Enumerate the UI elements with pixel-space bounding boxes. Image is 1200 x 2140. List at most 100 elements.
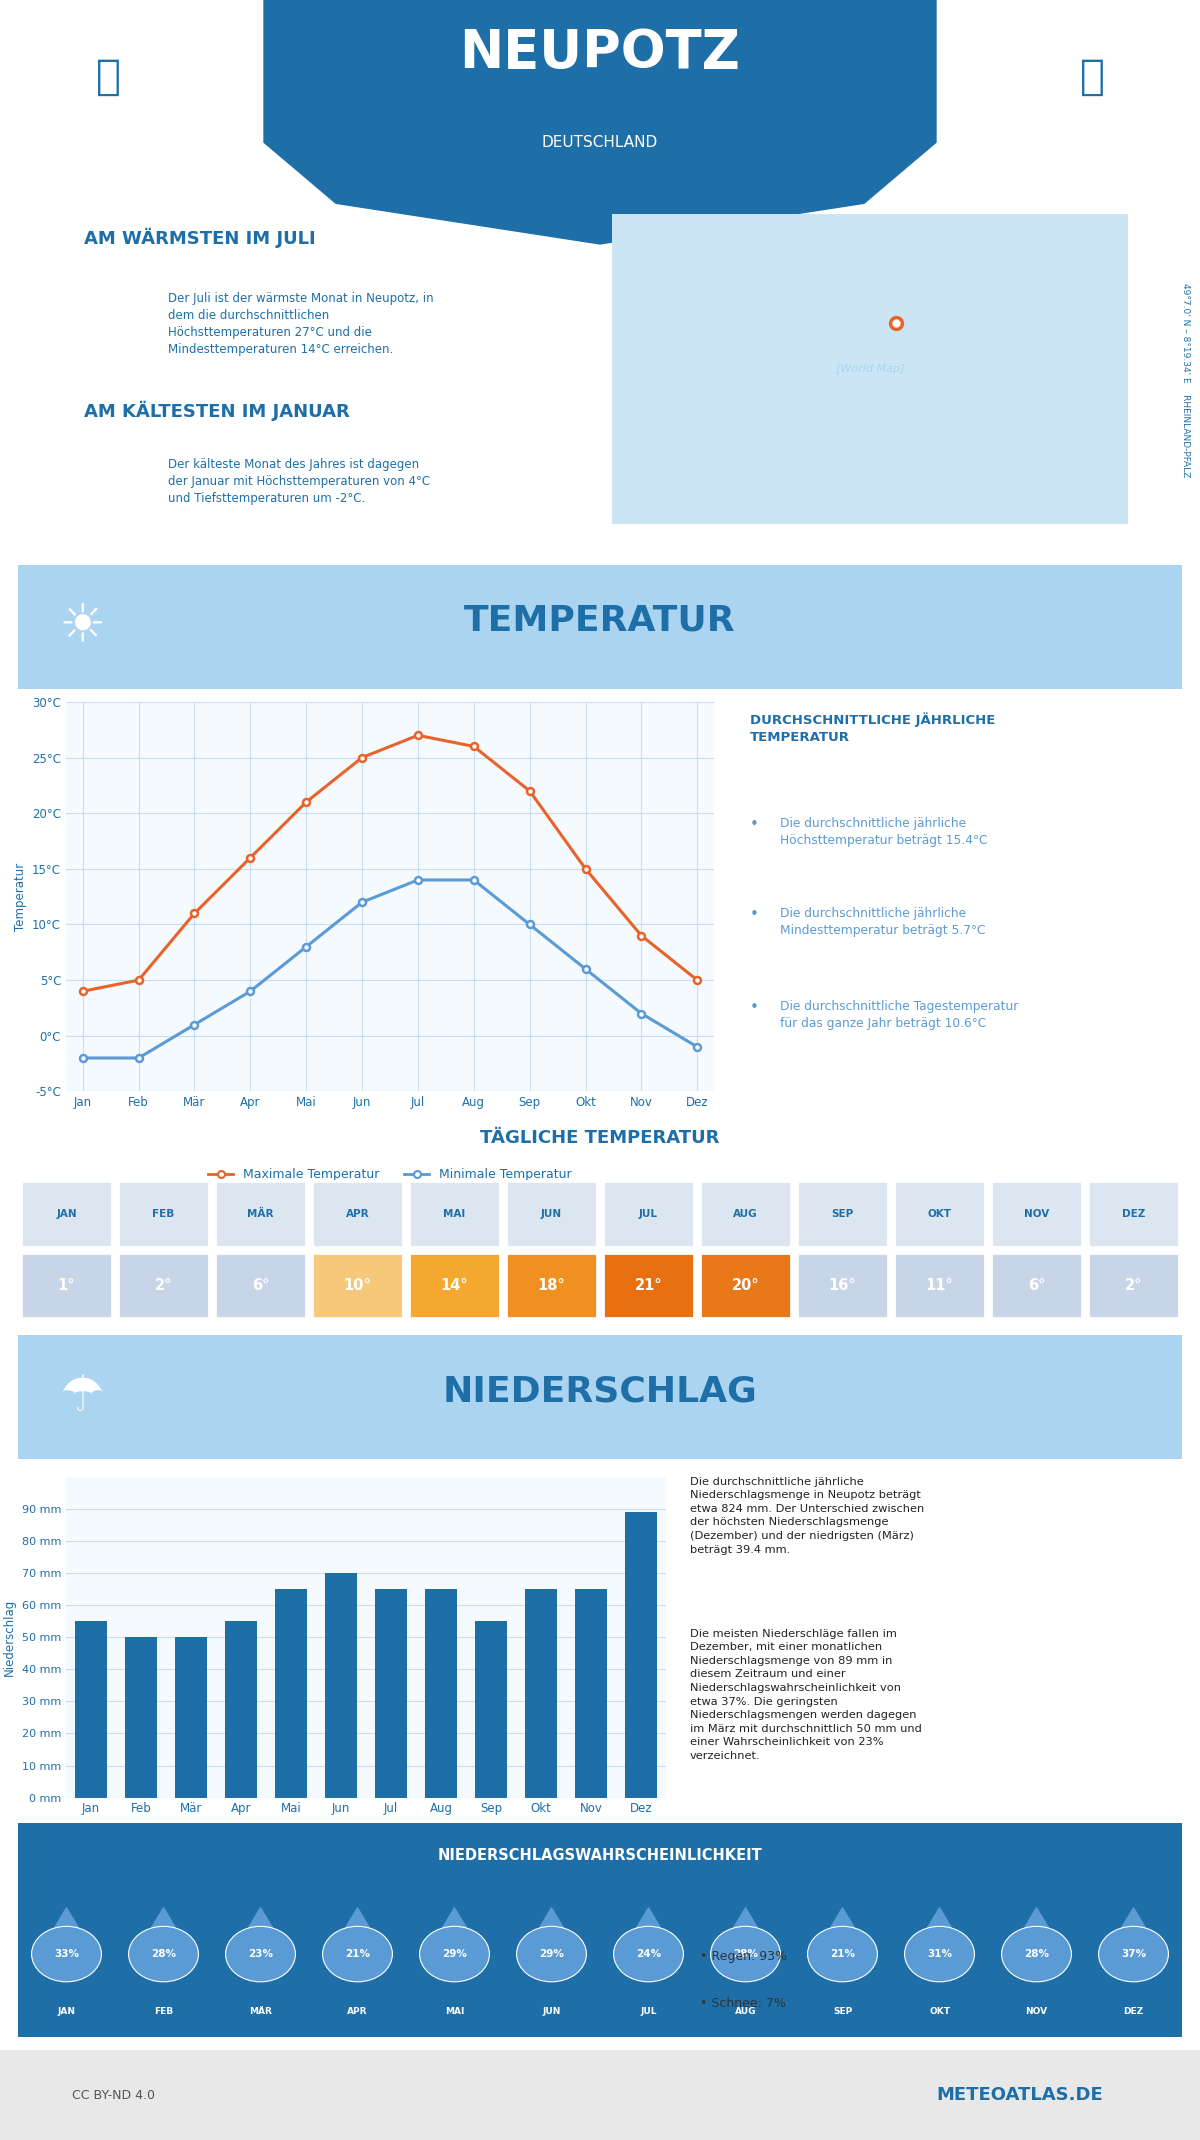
Circle shape	[31, 1926, 102, 1982]
Text: Der Juli ist der wärmste Monat in Neupotz, in
dem die durchschnittlichen
Höchstt: Der Juli ist der wärmste Monat in Neupot…	[168, 291, 433, 355]
Y-axis label: Niederschlag: Niederschlag	[4, 1599, 17, 1676]
Text: 37%: 37%	[1121, 1950, 1146, 1958]
Bar	[224, 1622, 257, 1798]
FancyBboxPatch shape	[797, 1181, 888, 1248]
Text: JUN: JUN	[542, 2007, 560, 2016]
Text: 11°: 11°	[925, 1278, 953, 1293]
Text: 29%: 29%	[539, 1950, 564, 1958]
Text: DEZ: DEZ	[1122, 1209, 1145, 1220]
Polygon shape	[821, 1909, 864, 1943]
FancyBboxPatch shape	[0, 2050, 1200, 2140]
Text: 21%: 21%	[830, 1950, 854, 1958]
Text: • Schnee: 7%: • Schnee: 7%	[700, 1997, 786, 2009]
Text: AUG: AUG	[733, 1209, 758, 1220]
Text: TEMPERATUR: TEMPERATUR	[464, 603, 736, 638]
Circle shape	[808, 1926, 877, 1982]
FancyBboxPatch shape	[0, 1331, 1200, 1464]
FancyBboxPatch shape	[18, 1823, 1182, 1887]
Text: AM KÄLTESTEN IM JANUAR: AM KÄLTESTEN IM JANUAR	[84, 400, 349, 422]
Polygon shape	[46, 1909, 88, 1943]
FancyBboxPatch shape	[894, 1181, 985, 1248]
Text: 20°: 20°	[732, 1278, 760, 1293]
Text: DEZ: DEZ	[1123, 2007, 1144, 2016]
Text: Die durchschnittliche jährliche
Höchsttemperatur beträgt 15.4°C: Die durchschnittliche jährliche Höchstte…	[780, 817, 988, 847]
Text: JAN: JAN	[58, 2007, 76, 2016]
Circle shape	[516, 1926, 587, 1982]
Text: 49°7.0' N – 8°19.34' E    RHEINLAND-PFALZ: 49°7.0' N – 8°19.34' E RHEINLAND-PFALZ	[1181, 282, 1190, 477]
Bar	[425, 1588, 457, 1798]
FancyBboxPatch shape	[1088, 1181, 1180, 1248]
Polygon shape	[142, 1909, 185, 1943]
Polygon shape	[724, 1909, 767, 1943]
Text: 28%: 28%	[733, 1950, 758, 1958]
Polygon shape	[530, 1909, 572, 1943]
Text: 2°: 2°	[1124, 1278, 1142, 1293]
Bar	[325, 1573, 358, 1798]
FancyBboxPatch shape	[797, 1252, 888, 1318]
Text: JUN: JUN	[541, 1209, 562, 1220]
FancyBboxPatch shape	[0, 561, 1200, 693]
Text: JAN: JAN	[56, 1209, 77, 1220]
Bar	[524, 1588, 557, 1798]
Circle shape	[613, 1926, 684, 1982]
FancyBboxPatch shape	[215, 1252, 306, 1318]
Bar	[625, 1511, 658, 1798]
Bar	[475, 1622, 508, 1798]
Text: TÄGLICHE TEMPERATUR: TÄGLICHE TEMPERATUR	[480, 1130, 720, 1147]
Text: ☀: ☀	[59, 601, 106, 653]
Circle shape	[710, 1926, 780, 1982]
Polygon shape	[336, 1909, 379, 1943]
Bar	[575, 1588, 607, 1798]
Text: CC BY-ND 4.0: CC BY-ND 4.0	[72, 2089, 155, 2101]
Text: OKT: OKT	[928, 1209, 952, 1220]
Text: 14°: 14°	[440, 1278, 468, 1293]
Text: ➰: ➰	[1080, 56, 1104, 98]
Legend: Niederschlagssumme: Niederschlagssumme	[276, 1832, 456, 1855]
Text: •: •	[750, 999, 758, 1014]
Text: 23%: 23%	[248, 1950, 274, 1958]
FancyBboxPatch shape	[312, 1252, 403, 1318]
Text: FEB: FEB	[154, 2007, 173, 2016]
FancyBboxPatch shape	[700, 1252, 791, 1318]
FancyBboxPatch shape	[602, 1252, 694, 1318]
Text: ☂: ☂	[60, 1374, 104, 1421]
Text: •: •	[750, 907, 758, 922]
Text: 10°: 10°	[343, 1278, 371, 1293]
Text: JUL: JUL	[641, 2007, 656, 2016]
FancyBboxPatch shape	[215, 1181, 306, 1248]
Text: FEB: FEB	[152, 1209, 175, 1220]
Polygon shape	[1015, 1909, 1058, 1943]
Text: Die durchschnittliche Tagestemperatur
für das ganze Jahr beträgt 10.6°C: Die durchschnittliche Tagestemperatur fü…	[780, 999, 1018, 1029]
Bar	[74, 1622, 107, 1798]
Text: • Regen: 93%: • Regen: 93%	[700, 1950, 787, 1962]
FancyBboxPatch shape	[506, 1181, 598, 1248]
Text: 31%: 31%	[928, 1950, 952, 1958]
FancyBboxPatch shape	[409, 1252, 500, 1318]
Text: Der kälteste Monat des Jahres ist dagegen
der Januar mit Höchsttemperaturen von : Der kälteste Monat des Jahres ist dagege…	[168, 458, 430, 505]
FancyBboxPatch shape	[118, 1252, 209, 1318]
Text: NOV: NOV	[1026, 2007, 1048, 2016]
Bar	[175, 1637, 208, 1798]
Polygon shape	[628, 1909, 670, 1943]
Y-axis label: Temperatur: Temperatur	[13, 862, 26, 931]
FancyBboxPatch shape	[602, 1181, 694, 1248]
Text: 21°: 21°	[635, 1278, 662, 1293]
Text: NEUPOTZ: NEUPOTZ	[460, 28, 740, 79]
Circle shape	[905, 1926, 974, 1982]
FancyBboxPatch shape	[20, 1181, 112, 1248]
Text: SEP: SEP	[832, 1209, 853, 1220]
Text: OKT: OKT	[929, 2007, 950, 2016]
Text: Die durchschnittliche jährliche
Niederschlagsmenge in Neupotz beträgt
etwa 824 m: Die durchschnittliche jährliche Niedersc…	[690, 1477, 924, 1554]
Text: AM WÄRMSTEN IM JULI: AM WÄRMSTEN IM JULI	[84, 229, 316, 248]
Text: 29%: 29%	[442, 1950, 467, 1958]
Text: 33%: 33%	[54, 1950, 79, 1958]
Text: ➰: ➰	[96, 56, 120, 98]
Text: 18°: 18°	[538, 1278, 565, 1293]
Polygon shape	[918, 1909, 961, 1943]
FancyBboxPatch shape	[409, 1181, 500, 1248]
FancyBboxPatch shape	[1088, 1252, 1180, 1318]
Circle shape	[128, 1926, 198, 1982]
FancyBboxPatch shape	[118, 1181, 209, 1248]
FancyBboxPatch shape	[894, 1252, 985, 1318]
Text: 21%: 21%	[346, 1950, 370, 1958]
